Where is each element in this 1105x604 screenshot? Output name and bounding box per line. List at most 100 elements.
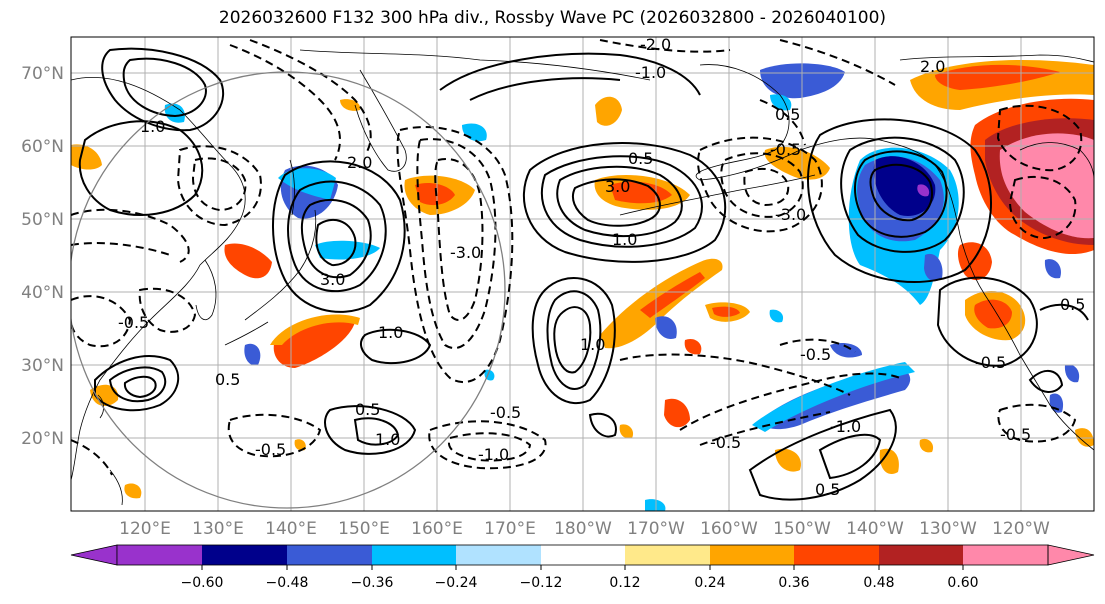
orange-blob-china (71, 144, 102, 170)
colorbar-segment (879, 545, 963, 565)
neg-contour-subtrop-2 (679, 372, 901, 431)
lon-label: 120°E (119, 519, 171, 539)
neg-contour-asia-west (71, 295, 132, 348)
lat-label: 50°N (21, 210, 64, 230)
contour-label: 0.5 (815, 480, 840, 499)
contour-label: -1.0 (478, 445, 509, 464)
map-title: 2026032600 F132 300 hPa div., Rossby Wav… (218, 8, 887, 28)
contour-asia-north-1 (101, 47, 225, 132)
coastlines (71, 49, 1094, 506)
orange-blob-small4 (684, 338, 702, 355)
colorbar-tick-label: −0.24 (435, 575, 478, 591)
contour-alaska-high-4 (807, 118, 992, 283)
neg-contour-phil (71, 439, 113, 476)
blue-blob-subtrop3 (645, 499, 666, 511)
contour-subtrop-high-1 (546, 290, 602, 390)
blue-blob-subtrop1 (655, 316, 677, 339)
lat-label: 30°N (21, 356, 64, 376)
map-layers: 3.0 2.0 1.0 0.5 -0.5 -1.0 -2.0 -3.0 1.0 … (71, 37, 1094, 511)
blue-blob-subtrop7 (244, 343, 261, 366)
red-blob-westcoast (974, 299, 1012, 329)
neg-contour-northpac (599, 39, 731, 53)
contour-label: 1.0 (580, 335, 605, 354)
purple-blob-alaska (917, 184, 930, 197)
colorbar-segment (456, 545, 541, 565)
neg-contour-okhotsk-2 (191, 157, 247, 212)
coast-kamchatka (354, 69, 407, 172)
neg-contour-dateline-2 (720, 152, 804, 218)
neg-contour-central-1 (416, 138, 497, 350)
rossby-contours-negative (71, 39, 1083, 476)
colorbar-tick-label: 0.60 (947, 575, 978, 591)
contour-northpac-top (439, 52, 701, 96)
lon-label: 120°W (992, 519, 1050, 539)
red-blob-hawaii-north (712, 306, 740, 317)
neg-contour-subtrop-1 (619, 353, 851, 396)
contour-subtrop-mid-1 (359, 328, 432, 365)
blue-blob-gulf (924, 253, 943, 282)
lon-label: 160°E (411, 519, 463, 539)
contour-label: -0.5 (800, 345, 831, 364)
contour-alaska-high-1 (840, 136, 965, 253)
contour-nopac-high-3 (571, 178, 661, 227)
contour-subtrop-east-1 (748, 408, 897, 501)
colorbar-frame (116, 544, 1049, 566)
pink-blob-canada (999, 133, 1094, 239)
contour-ecoast-2 (1039, 303, 1089, 321)
contour-asia-mid (78, 120, 204, 216)
contour-label: 1.0 (612, 230, 637, 249)
contour-alaska-high-2 (854, 150, 948, 238)
contour-ecoast-1 (1028, 370, 1064, 393)
orange-blob-taiwan (90, 384, 119, 406)
contour-westcoast-1 (936, 276, 1038, 367)
orange-blob-subtrop-east (664, 398, 690, 428)
blue-blob-subtrop5 (1064, 364, 1080, 383)
contour-label: -0.5 (975, 353, 1006, 372)
neg-contour-canada-2 (1008, 175, 1077, 240)
lon-label: 140°E (265, 519, 317, 539)
contour-label: 2.0 (347, 153, 372, 172)
colorbar-segment (202, 545, 287, 565)
contour-japan-high-2 (300, 199, 372, 279)
orange-blob-small1 (619, 424, 634, 439)
coast-aleutians (619, 174, 816, 216)
longitude-labels: 120°E 130°E 140°E 150°E 160°E 170°E 180°… (119, 519, 1050, 539)
contour-label: -0.5 (710, 433, 741, 452)
lon-label: 170°W (627, 519, 685, 539)
red-blob-central-north (415, 183, 455, 206)
lat-label: 40°N (21, 283, 64, 303)
colorbar-tick-label: 0.24 (694, 575, 725, 591)
colorbar-tick-label: 0.48 (863, 575, 894, 591)
lon-label: 150°E (338, 519, 390, 539)
contour-label-layer: 3.0 2.0 1.0 0.5 -0.5 -1.0 -2.0 -3.0 1.0 … (118, 37, 1085, 499)
blue-blob-eastasia (164, 103, 185, 123)
lon-label: 140°W (846, 519, 904, 539)
contour-taiwan-3 (123, 375, 157, 399)
neg-contour-canada-1 (996, 104, 1083, 172)
lon-label: 130°W (919, 519, 977, 539)
neg-contour-w-subtrop (227, 413, 322, 458)
contour-japan-high-4 (272, 160, 406, 313)
contour-hawaii-1 (324, 405, 417, 455)
contour-label: -1.0 (830, 417, 861, 436)
contour-label: -0.5 (118, 313, 149, 332)
colorbar-segment (963, 545, 1048, 565)
colorbar-tick-label: 0.12 (609, 575, 640, 591)
map-frame (70, 36, 1095, 512)
colorbar-tick-label: 0.36 (778, 575, 809, 591)
blue-blob-subtrop2 (830, 343, 862, 358)
orange-blob-korea (224, 243, 272, 279)
contour-label: -0.5 (490, 403, 521, 422)
orange-blob-nevada (957, 242, 992, 281)
reference-circle (71, 71, 506, 509)
contour-label: -1.0 (635, 63, 666, 82)
contour-subtrop-high-2 (553, 306, 592, 374)
lat-label: 20°N (21, 429, 64, 449)
neg-contour-asia-west2 (138, 287, 197, 333)
orange-blob-subtrop-east3 (879, 448, 899, 474)
contour-label: -3.0 (775, 205, 806, 224)
contour-label: 3.0 (320, 270, 345, 289)
contour-nopac-high-1 (540, 155, 703, 248)
neg-contour-dateline-1 (697, 136, 823, 233)
neg-contour-w150 (779, 338, 856, 353)
